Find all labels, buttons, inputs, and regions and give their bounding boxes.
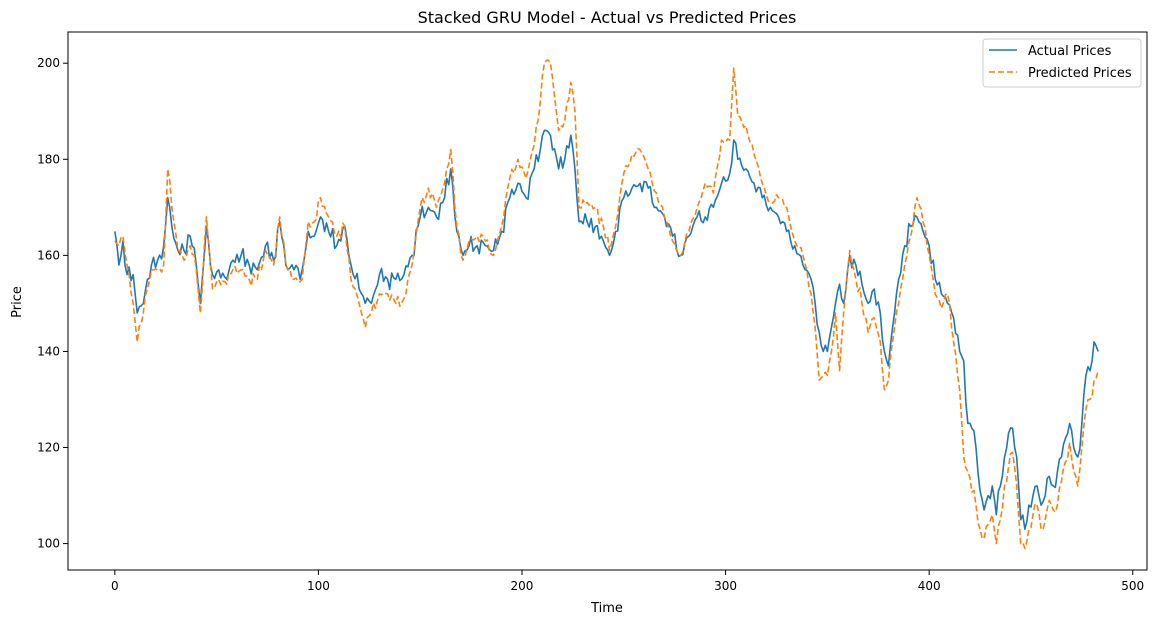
y-axis-label: Price: [10, 286, 25, 318]
y-tick-label: 140: [37, 344, 60, 358]
y-tick-label: 160: [37, 248, 60, 262]
plot-frame: [67, 31, 1148, 571]
x-axis-ticks: 0 100 200 300 400 500: [111, 570, 1144, 593]
x-tick-label: 300: [714, 579, 737, 593]
x-tick-label: 400: [918, 579, 941, 593]
series-line-predicted: [114, 59, 1099, 550]
legend-label-actual: Actual Prices: [1028, 44, 1112, 59]
y-tick-label: 100: [37, 537, 60, 551]
y-axis-ticks: 100 120 140 160 180 200: [37, 56, 68, 551]
y-tick-label: 180: [37, 152, 60, 166]
plot-area: [114, 59, 1099, 550]
legend-box: [982, 38, 1142, 88]
y-tick-label: 120: [37, 441, 60, 455]
chart-title: Stacked GRU Model - Actual vs Predicted …: [418, 8, 797, 27]
x-tick-label: 100: [307, 579, 330, 593]
x-tick-label: 200: [511, 579, 534, 593]
y-tick-label: 200: [37, 56, 60, 70]
legend: Actual Prices Predicted Prices: [982, 38, 1142, 88]
series-line-actual: [114, 129, 1099, 530]
legend-label-predicted: Predicted Prices: [1028, 66, 1132, 81]
x-axis-label: Time: [590, 601, 623, 616]
x-tick-label: 0: [111, 579, 119, 593]
x-tick-label: 500: [1121, 579, 1144, 593]
